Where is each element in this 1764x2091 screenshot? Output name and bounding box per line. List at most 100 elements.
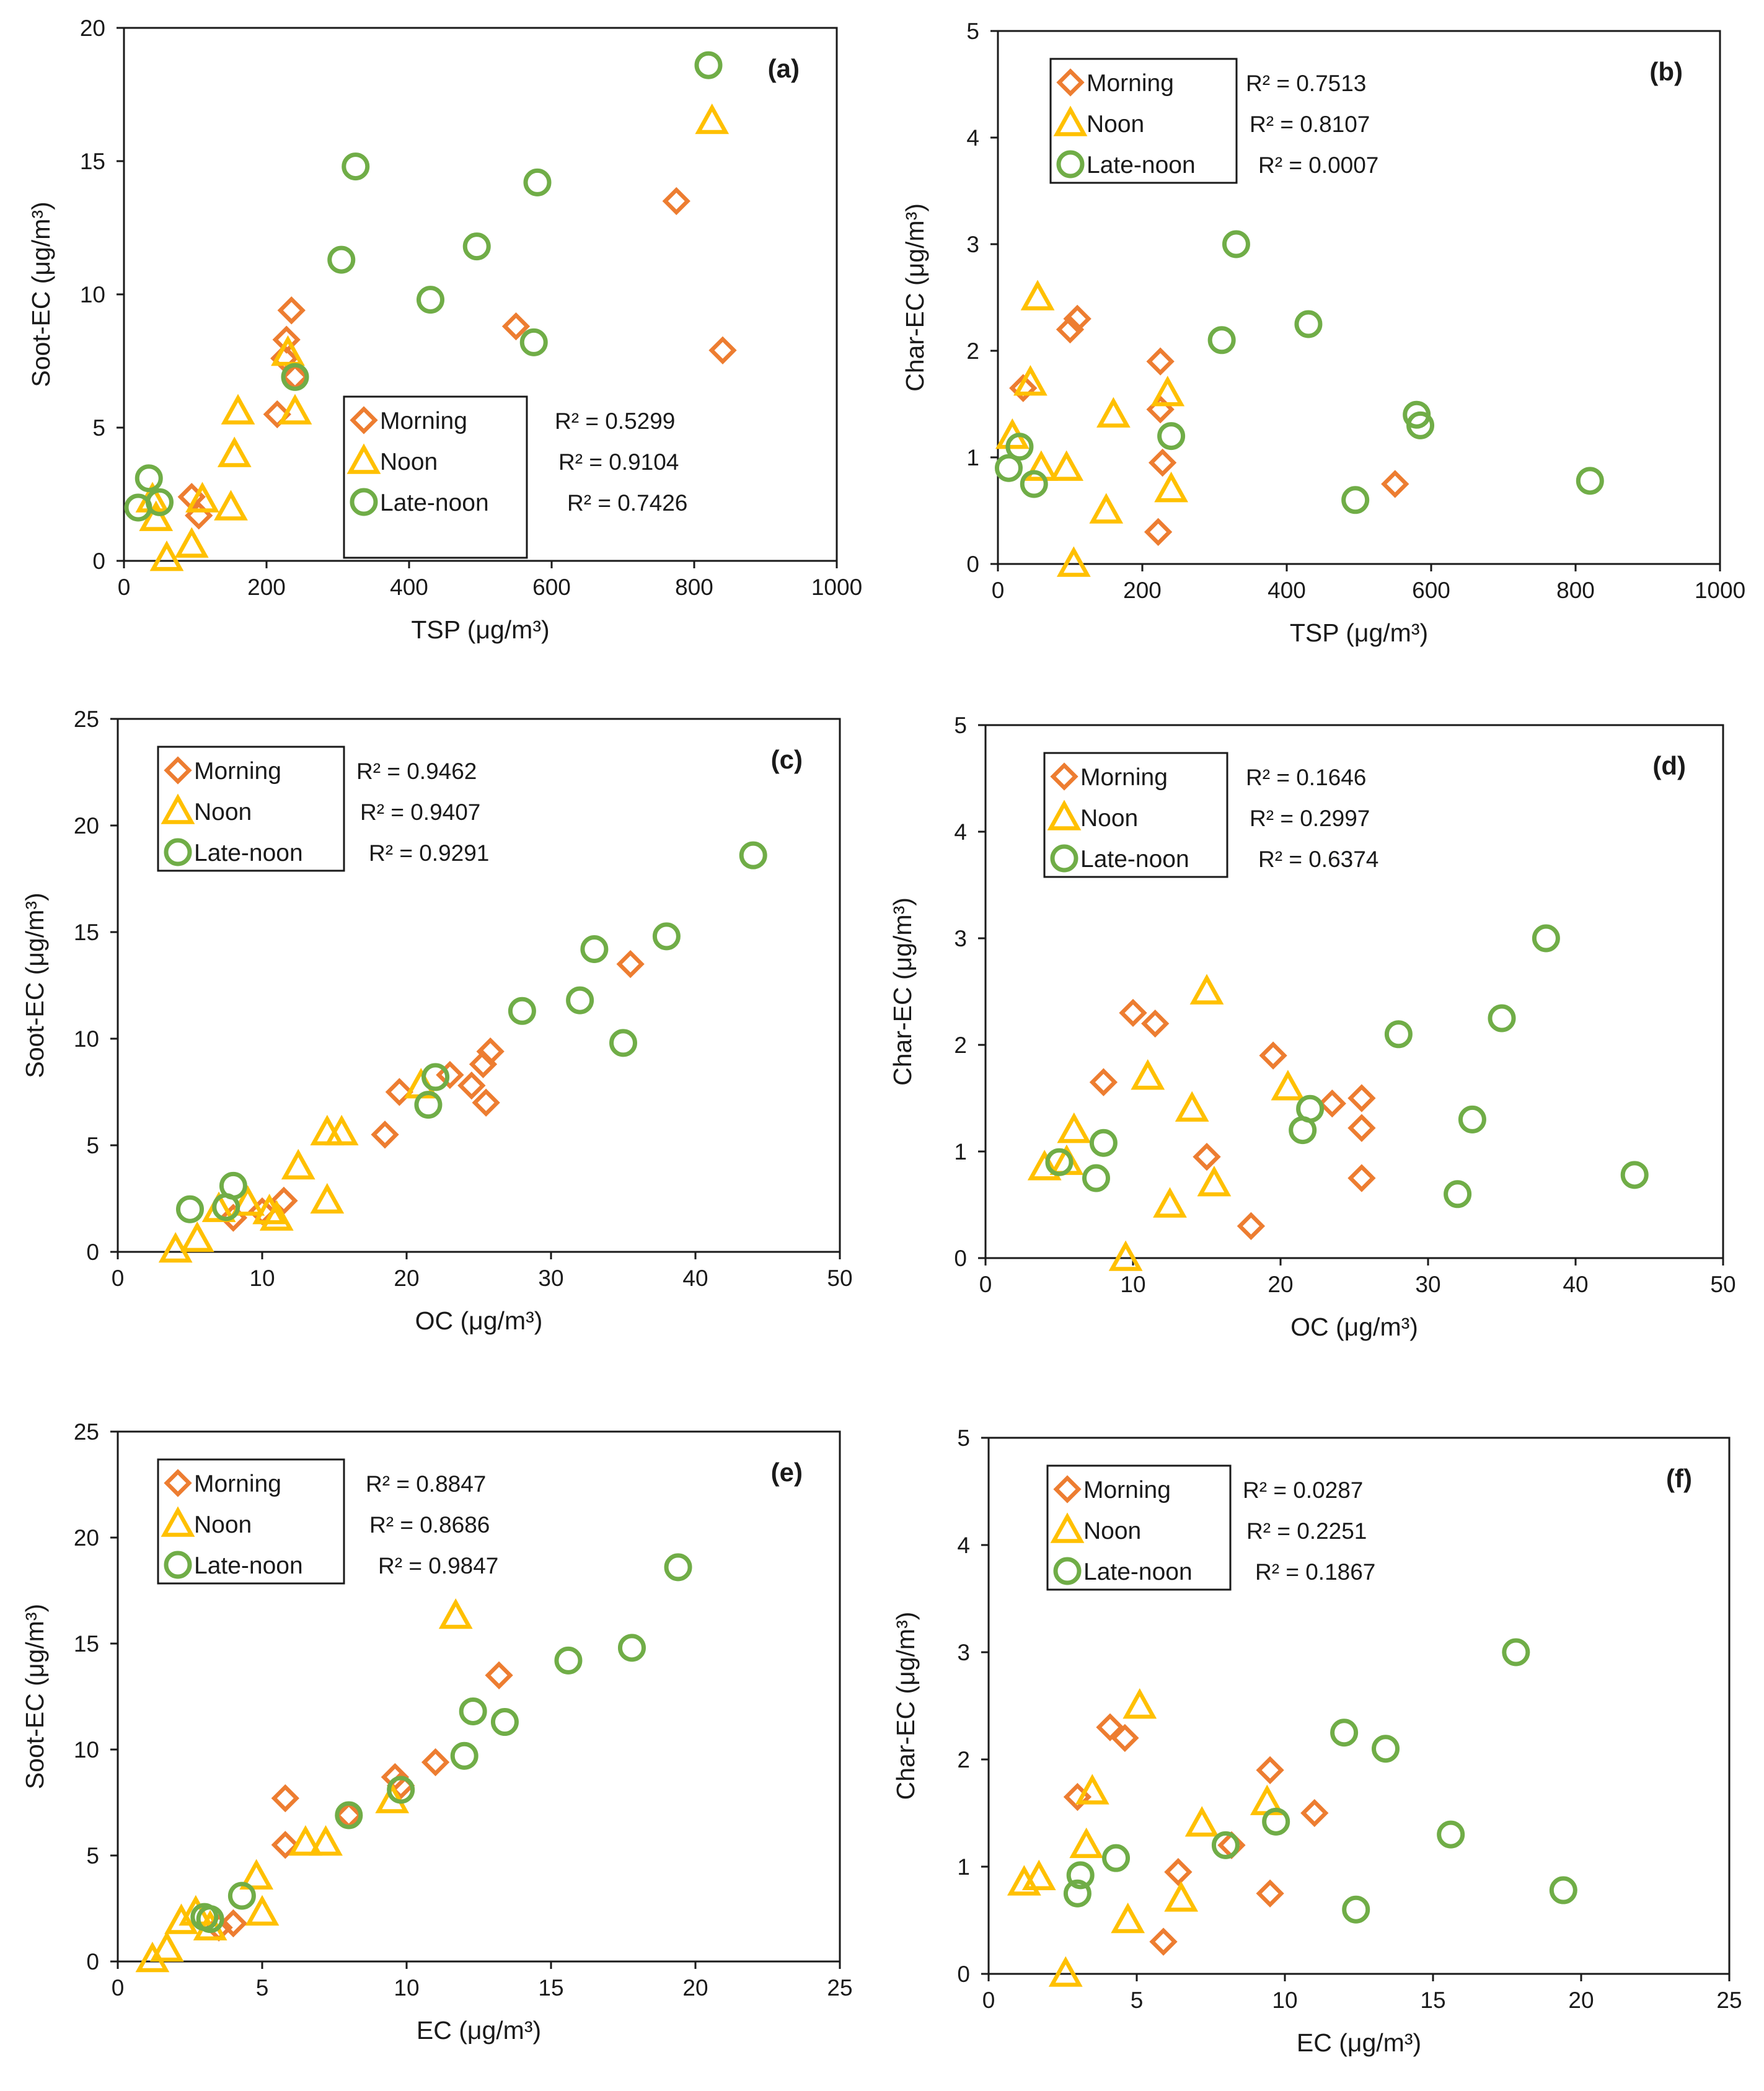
morning-point bbox=[1318, 1089, 1346, 1118]
y-tick-label: 2 bbox=[966, 338, 979, 364]
series-noon bbox=[1027, 974, 1305, 1271]
late-noon-point bbox=[554, 1646, 583, 1675]
legend-late-noon-marker bbox=[1050, 844, 1078, 873]
x-tick-label: 800 bbox=[675, 574, 713, 600]
late-noon-point bbox=[1005, 433, 1034, 461]
late-noon-point bbox=[580, 935, 609, 964]
r2-noon-label: R² = 0.8107 bbox=[1250, 112, 1370, 137]
x-tick-label: 40 bbox=[1563, 1272, 1588, 1297]
noon-point bbox=[1048, 1956, 1083, 1987]
noon-point bbox=[1271, 1070, 1305, 1101]
noon-point bbox=[1154, 472, 1188, 503]
y-tick-label: 10 bbox=[74, 1026, 99, 1052]
y-tick-label: 2 bbox=[954, 1032, 967, 1058]
x-tick-label: 20 bbox=[682, 1975, 708, 2001]
legend-late-noon-marker bbox=[1056, 150, 1085, 178]
morning-point bbox=[1146, 395, 1175, 424]
y-axis-title: Soot-EC (μg/m³) bbox=[20, 892, 49, 1078]
panel-d-chart: 0 10 20 30 40 50 0 1 2 3 4 5 OC (μg/m³) Char-EC (μg/m… bbox=[888, 713, 1736, 1341]
late-noon-point bbox=[459, 1697, 487, 1725]
legend-late-noon-marker bbox=[164, 838, 192, 866]
late-noon-point bbox=[146, 488, 174, 516]
morning-point bbox=[485, 1661, 513, 1689]
y-tick-label: 5 bbox=[86, 1843, 99, 1869]
late-noon-point bbox=[508, 997, 536, 1025]
late-noon-point bbox=[994, 454, 1023, 482]
morning-point bbox=[1146, 347, 1175, 376]
x-tick-label: 10 bbox=[1120, 1272, 1145, 1297]
morning-point bbox=[662, 187, 690, 216]
noon-point bbox=[1184, 1806, 1219, 1837]
x-tick-label: 30 bbox=[1415, 1272, 1440, 1297]
late-noon-point bbox=[281, 363, 309, 391]
morning-point bbox=[1096, 1713, 1124, 1741]
late-noon-point bbox=[1444, 1180, 1472, 1208]
x-tick-label: 40 bbox=[682, 1266, 708, 1291]
legend-late-noon-marker bbox=[1053, 1557, 1082, 1585]
x-tick-label: 1000 bbox=[811, 574, 862, 600]
y-tick-label: 5 bbox=[954, 713, 967, 738]
y-tick-label: 3 bbox=[954, 926, 967, 951]
x-tick-label: 20 bbox=[1268, 1272, 1293, 1297]
x-tick-label: 30 bbox=[538, 1266, 563, 1291]
series-late-noon bbox=[124, 51, 723, 522]
legend-late-noon-marker bbox=[164, 1551, 192, 1579]
noon-point bbox=[309, 1825, 343, 1856]
morning-point bbox=[616, 949, 645, 979]
r2-morning-label: R² = 0.1646 bbox=[1246, 765, 1366, 790]
morning-point bbox=[1256, 1879, 1284, 1908]
morning-point bbox=[1149, 1927, 1178, 1956]
legend: Morning Noon Late-noon bbox=[343, 395, 528, 559]
morning-point bbox=[271, 1831, 299, 1859]
late-noon-point bbox=[652, 922, 681, 951]
noon-point bbox=[288, 1825, 323, 1856]
morning-point bbox=[271, 1784, 299, 1813]
y-axis-title: Soot-EC (μg/m³) bbox=[27, 201, 55, 387]
noon-point bbox=[1189, 974, 1224, 1005]
legend-noon-label: Noon bbox=[194, 799, 252, 825]
legend: Morning Noon Late-noon bbox=[1046, 1464, 1232, 1591]
late-noon-point bbox=[327, 245, 356, 274]
morning-point bbox=[1144, 517, 1173, 547]
r2-morning-label: R² = 0.7513 bbox=[1246, 71, 1366, 96]
legend-morning-marker bbox=[350, 406, 378, 434]
x-tick-label: 0 bbox=[112, 1975, 125, 2001]
legend-late-noon-label: Late-noon bbox=[194, 1552, 303, 1579]
late-noon-point bbox=[387, 1776, 415, 1804]
panel-c-chart: 0 10 20 30 40 50 0 5 10 15 20 25 OC (μg/m³) Soot-EC (… bbox=[20, 707, 853, 1335]
late-noon-point bbox=[135, 464, 163, 493]
noon-point bbox=[271, 335, 305, 366]
y-tick-label: 3 bbox=[957, 1640, 970, 1665]
noon-point bbox=[245, 1895, 280, 1926]
legend-late-noon-label: Late-noon bbox=[380, 490, 489, 516]
morning-point bbox=[272, 325, 301, 354]
legend: Morning Noon Late-noon bbox=[1043, 752, 1228, 878]
morning-point bbox=[1237, 1212, 1266, 1241]
legend: Morning Noon Late-noon bbox=[157, 1458, 345, 1585]
legend: Morning Noon Late-noon bbox=[157, 746, 345, 872]
morning-point bbox=[263, 400, 291, 429]
morning-point bbox=[371, 1120, 399, 1149]
late-noon-point bbox=[1296, 1094, 1325, 1123]
legend-morning-label: Morning bbox=[380, 408, 467, 434]
noon-point bbox=[1075, 1774, 1109, 1805]
morning-point bbox=[1111, 1723, 1139, 1753]
panel-label: (b) bbox=[1649, 57, 1683, 86]
morning-point bbox=[1381, 470, 1409, 498]
morning-point bbox=[1347, 1164, 1376, 1192]
morning-point bbox=[708, 336, 737, 364]
x-tick-label: 15 bbox=[538, 1975, 563, 2001]
late-noon-point bbox=[694, 51, 723, 79]
x-tick-label: 600 bbox=[532, 574, 571, 600]
y-tick-label: 0 bbox=[957, 1961, 970, 1987]
y-axis-title: Char-EC (μg/m³) bbox=[888, 897, 917, 1086]
late-noon-point bbox=[1102, 1844, 1131, 1872]
noon-point bbox=[1153, 1187, 1187, 1218]
morning-point bbox=[1259, 1041, 1287, 1070]
late-noon-point bbox=[1341, 486, 1370, 514]
x-tick-label: 10 bbox=[1272, 1988, 1297, 2013]
legend-noon-marker bbox=[161, 1506, 195, 1537]
y-tick-label: 20 bbox=[74, 813, 99, 839]
x-tick-label: 25 bbox=[827, 1975, 852, 2001]
x-tick-label: 0 bbox=[982, 1988, 995, 2013]
